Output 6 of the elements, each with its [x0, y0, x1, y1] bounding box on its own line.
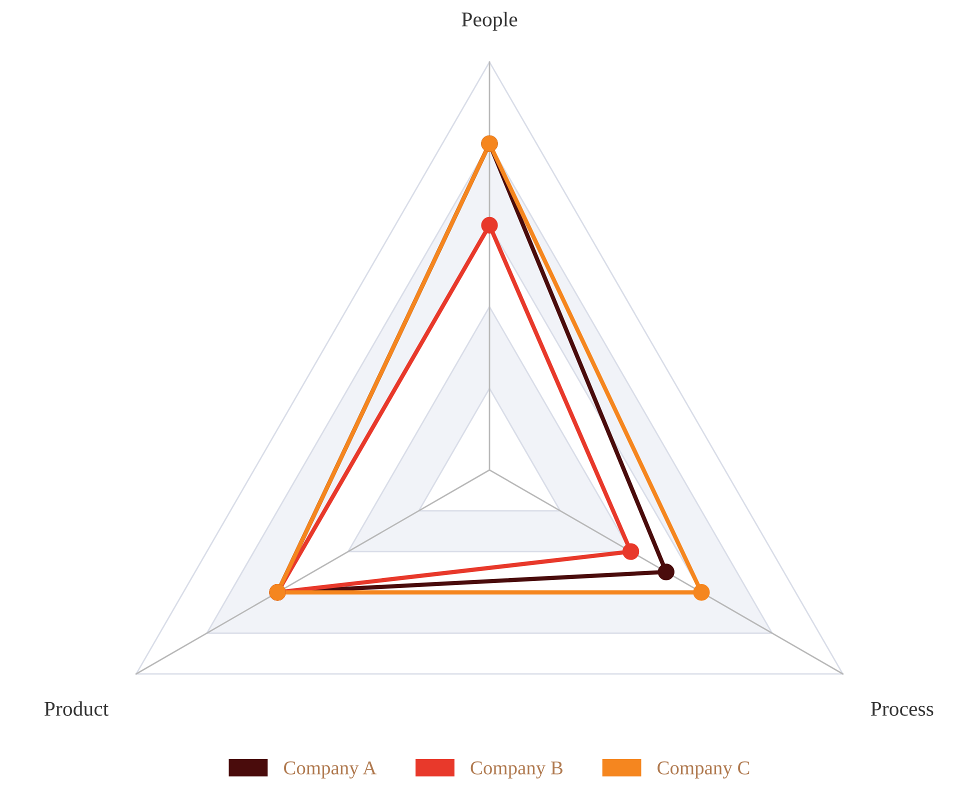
spoke-label: Process	[870, 702, 934, 716]
spoke-label: Product	[44, 701, 109, 716]
legend-label: Company C	[658, 761, 750, 778]
spoke-label: People	[462, 12, 518, 31]
legend-label: Company B	[470, 761, 562, 778]
legend-label: Company A	[284, 761, 377, 778]
